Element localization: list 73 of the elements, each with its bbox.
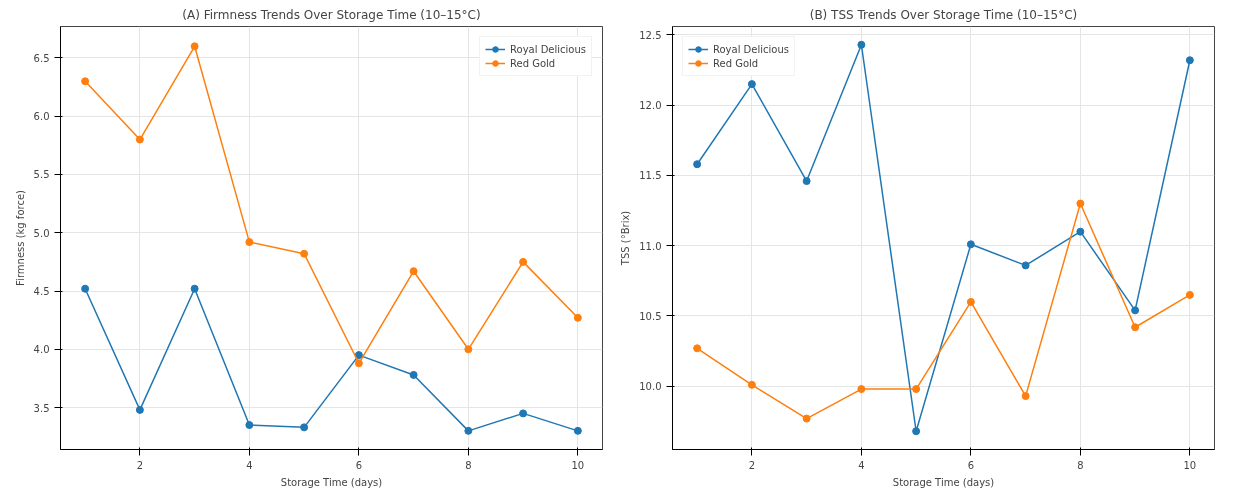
y-tick-label: 6.5 bbox=[33, 52, 50, 64]
y-tick-label: 12.0 bbox=[639, 100, 662, 112]
point bbox=[1076, 227, 1085, 236]
point bbox=[802, 414, 811, 423]
point bbox=[912, 385, 921, 394]
x-tick-label: 4 bbox=[246, 459, 253, 471]
x-tick-label: 4 bbox=[858, 459, 865, 471]
point bbox=[1131, 306, 1140, 315]
point bbox=[190, 284, 199, 293]
legend-label: Royal Delicious bbox=[510, 43, 586, 55]
legend-label: Royal Delicious bbox=[713, 43, 789, 55]
x-tick-label: 6 bbox=[355, 459, 363, 471]
point bbox=[1021, 261, 1030, 270]
y-tick-label: 3.5 bbox=[33, 402, 50, 414]
y-tick-label: 5.5 bbox=[33, 169, 50, 181]
y-axis-title: Firmness (kg force) bbox=[14, 189, 26, 286]
x-tick-label: 10 bbox=[571, 459, 585, 471]
x-axis-title: Storage Time (days) bbox=[280, 476, 383, 488]
point bbox=[1185, 56, 1194, 65]
x-tick-label: 2 bbox=[136, 459, 144, 471]
point bbox=[464, 426, 473, 435]
y-tick-label: 11.0 bbox=[639, 240, 662, 252]
y-tick-label: 5.0 bbox=[33, 227, 50, 239]
point bbox=[802, 177, 811, 186]
point bbox=[693, 344, 702, 353]
x-tick-label: 2 bbox=[748, 459, 756, 471]
x-tick-label: 8 bbox=[1077, 459, 1084, 471]
y-tick-label: 4.0 bbox=[33, 344, 50, 356]
point bbox=[135, 135, 144, 144]
x-tick-label: 10 bbox=[1183, 459, 1197, 471]
legend-label: Red Gold bbox=[713, 57, 759, 69]
point bbox=[747, 380, 756, 389]
y-tick-label: 6.0 bbox=[33, 111, 50, 123]
x-axis-title: Storage Time (days) bbox=[892, 476, 995, 488]
point bbox=[300, 249, 309, 258]
point bbox=[464, 345, 473, 354]
point bbox=[135, 405, 144, 414]
point bbox=[857, 385, 866, 394]
point bbox=[81, 77, 90, 86]
y-tick-label: 10.0 bbox=[639, 381, 662, 393]
y-axis-title: TSS (°Brix) bbox=[620, 210, 632, 267]
point bbox=[519, 257, 528, 266]
point bbox=[245, 238, 254, 247]
point bbox=[1076, 199, 1085, 208]
chart-title: (A) Firmness Trends Over Storage Time (10–15°C) bbox=[182, 7, 481, 22]
point bbox=[966, 297, 975, 306]
point bbox=[747, 80, 756, 89]
point bbox=[857, 40, 866, 49]
legend-label: Red Gold bbox=[510, 57, 556, 69]
point bbox=[190, 42, 199, 51]
point bbox=[519, 409, 528, 418]
point bbox=[573, 313, 582, 322]
point bbox=[81, 284, 90, 293]
x-tick-label: 8 bbox=[465, 459, 472, 471]
y-tick-label: 11.5 bbox=[639, 170, 662, 182]
y-tick-label: 10.5 bbox=[639, 311, 662, 322]
point bbox=[912, 427, 921, 436]
y-tick-label: 4.5 bbox=[33, 286, 50, 298]
point bbox=[409, 267, 418, 276]
point bbox=[573, 426, 582, 435]
point bbox=[693, 160, 702, 169]
point bbox=[1131, 323, 1140, 332]
y-tick-label: 12.5 bbox=[639, 29, 662, 41]
point bbox=[1185, 290, 1194, 299]
chart-title: (B) TSS Trends Over Storage Time (10–15°C) bbox=[809, 7, 1078, 22]
point bbox=[245, 421, 254, 430]
point bbox=[354, 359, 363, 368]
x-tick-label: 6 bbox=[967, 459, 975, 471]
point bbox=[1021, 392, 1030, 401]
point bbox=[966, 240, 975, 249]
point bbox=[354, 351, 363, 360]
point bbox=[409, 370, 418, 379]
point bbox=[300, 423, 309, 432]
